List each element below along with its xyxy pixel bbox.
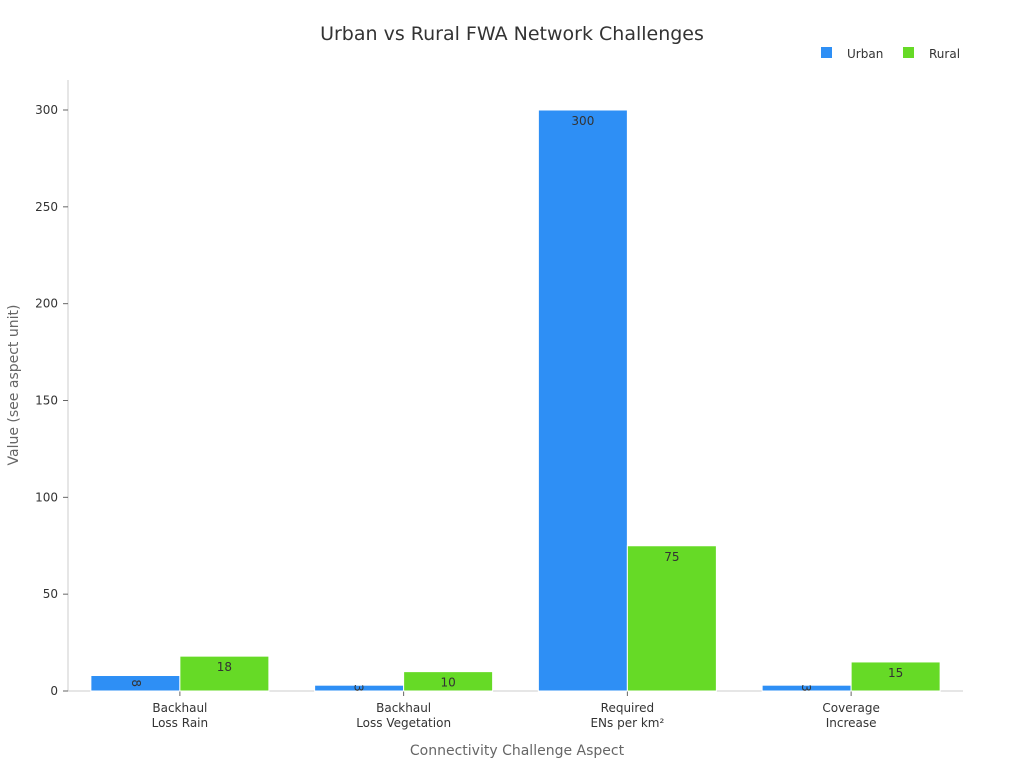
legend-swatch-urban [821,47,832,58]
y-axis-label: Value (see aspect unit) [6,305,22,466]
x-tick-label: Backhaul [376,701,431,715]
x-tick-label: ENs per km² [590,716,664,730]
y-tick-label: 100 [35,490,58,504]
x-axis-label: Connectivity Challenge Aspect [410,743,625,759]
bar-urban [537,109,628,692]
y-tick-label: 50 [43,587,58,601]
data-label: 8 [129,679,143,687]
x-tick-label: Required [601,701,654,715]
data-label: 3 [799,684,813,692]
bar-rural [626,545,717,692]
x-tick-label: Loss Vegetation [356,716,451,730]
x-tick-label: Backhaul [152,701,207,715]
data-label: 75 [664,550,679,564]
data-label: 18 [217,660,232,674]
legend-swatch-rural [903,47,914,58]
bar-rural [179,655,270,692]
y-tick-label: 0 [50,684,58,698]
y-tick-label: 300 [35,103,58,117]
legend-label-rural: Rural [929,47,960,61]
x-tick-label: Loss Rain [152,716,209,730]
data-label: 3 [352,684,366,692]
data-label: 15 [888,666,903,680]
x-tick-label: Increase [826,716,877,730]
y-tick-label: 200 [35,297,58,311]
y-tick-label: 150 [35,394,58,408]
legend-label-urban: Urban [847,47,883,61]
bar-rural [403,671,494,692]
y-tick-label: 250 [35,200,58,214]
data-label: 10 [440,676,455,690]
chart-title: Urban vs Rural FWA Network Challenges [320,23,704,45]
data-label: 300 [571,114,594,128]
bar-rural [850,661,941,692]
x-tick-label: Coverage [822,701,880,715]
